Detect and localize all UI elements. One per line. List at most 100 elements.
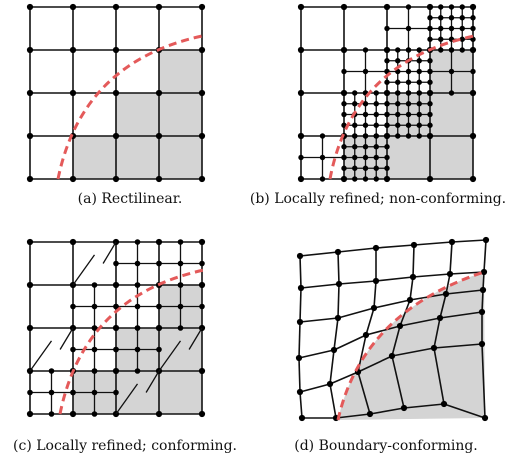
- mesh-node: [405, 47, 412, 53]
- mesh-edge: [145, 370, 160, 393]
- mesh-edge: [375, 276, 414, 282]
- mesh-node: [199, 303, 205, 310]
- mesh-node: [69, 46, 77, 54]
- mesh-edge: [403, 403, 445, 409]
- mesh-edge: [439, 293, 447, 319]
- mesh-edge: [29, 340, 53, 372]
- mesh-node: [442, 290, 450, 298]
- mesh-edge: [300, 283, 340, 289]
- mesh-edge: [298, 349, 335, 359]
- mesh-node: [427, 133, 433, 139]
- mesh-node: [352, 90, 358, 96]
- mesh-node: [177, 239, 184, 245]
- mesh-node: [298, 154, 304, 161]
- mesh-node: [198, 410, 206, 418]
- mesh-node: [438, 25, 444, 32]
- mesh-node: [362, 165, 369, 171]
- panel-d-boundary-conforming-mesh: [295, 236, 490, 422]
- mesh-node: [26, 132, 34, 140]
- mesh-node: [405, 133, 412, 139]
- mesh-node: [91, 325, 98, 331]
- mesh-node: [326, 380, 334, 388]
- mesh-edge: [333, 334, 367, 351]
- mesh-edge: [412, 244, 415, 278]
- mesh-node: [112, 324, 120, 332]
- mesh-node: [384, 144, 390, 150]
- mesh-edge: [102, 241, 117, 264]
- mesh-node: [341, 144, 347, 150]
- mesh-edge: [338, 280, 377, 285]
- mesh-node: [384, 47, 390, 53]
- mesh-node: [470, 47, 476, 53]
- mesh-node: [198, 175, 206, 183]
- mesh-node: [362, 111, 369, 118]
- mesh-edge: [158, 340, 182, 372]
- mesh-node: [482, 236, 490, 244]
- mesh-node: [319, 176, 326, 182]
- mesh-node: [341, 154, 347, 161]
- mesh-edge: [375, 244, 415, 249]
- mesh-node: [384, 111, 390, 118]
- mesh-edge: [399, 317, 441, 327]
- mesh-node: [405, 101, 412, 107]
- mesh-node: [373, 154, 379, 161]
- mesh-node: [405, 90, 412, 96]
- mesh-node: [459, 25, 465, 32]
- mesh-node: [395, 58, 401, 64]
- mesh-node: [362, 133, 369, 139]
- mesh-node: [91, 303, 98, 310]
- mesh-node: [395, 79, 401, 85]
- mesh-node: [69, 89, 77, 97]
- mesh-node: [405, 79, 412, 85]
- mesh-node: [296, 252, 304, 260]
- mesh-node: [409, 273, 417, 281]
- mesh-node: [199, 260, 205, 267]
- mesh-node: [373, 101, 379, 107]
- mesh-node: [70, 303, 76, 310]
- mesh-node: [384, 90, 390, 96]
- mesh-node: [430, 344, 438, 352]
- mesh-edge: [337, 307, 375, 319]
- mesh-node: [297, 46, 305, 54]
- mesh-node: [481, 414, 489, 422]
- mesh-node: [373, 133, 379, 139]
- mesh-node: [373, 122, 379, 128]
- mesh-node: [405, 122, 412, 128]
- mesh-edge: [391, 355, 405, 409]
- mesh-node: [362, 47, 369, 53]
- mesh-node: [479, 286, 487, 294]
- mesh-node: [298, 414, 306, 422]
- mesh-node: [155, 238, 163, 246]
- mesh-edge: [115, 383, 139, 415]
- mesh-node: [112, 132, 120, 140]
- mesh-node: [436, 314, 444, 322]
- mesh-node: [26, 89, 34, 97]
- mesh-node: [177, 260, 184, 267]
- mesh-node: [384, 122, 390, 128]
- mesh-edge: [329, 371, 359, 385]
- mesh-node: [297, 89, 305, 97]
- mesh-node: [177, 325, 184, 331]
- mesh-node: [373, 144, 379, 150]
- mesh-node: [427, 68, 433, 75]
- mesh-node: [426, 175, 434, 183]
- mesh-edge: [299, 391, 303, 419]
- mesh-edge: [451, 239, 487, 243]
- mesh-node: [155, 175, 163, 183]
- caption-c: (c) Locally refined; conforming.: [13, 438, 237, 454]
- mesh-node: [298, 133, 304, 139]
- mesh-node: [352, 165, 358, 171]
- mesh-node: [384, 4, 390, 10]
- mesh-node: [113, 346, 119, 353]
- mesh-node: [113, 260, 119, 267]
- mesh-edge: [298, 321, 301, 359]
- mesh-node: [91, 389, 98, 396]
- mesh-edge: [412, 273, 451, 278]
- mesh-node: [416, 47, 422, 53]
- mesh-node: [448, 68, 455, 75]
- mesh-node: [26, 324, 34, 332]
- mesh-node: [334, 248, 342, 256]
- mesh-node: [459, 36, 465, 42]
- mesh-node: [470, 90, 476, 96]
- mesh-node: [112, 367, 120, 375]
